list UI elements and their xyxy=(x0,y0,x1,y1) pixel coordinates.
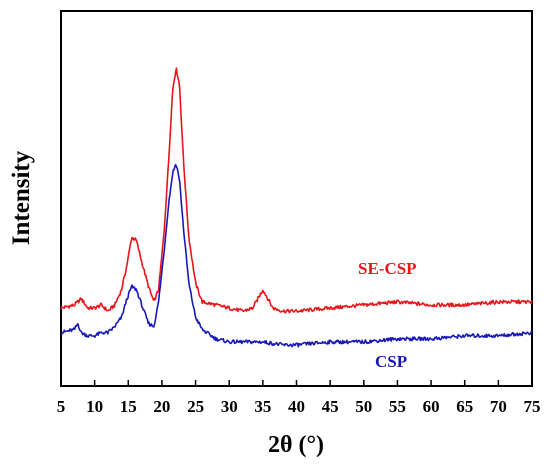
x-tick-label: 30 xyxy=(221,397,238,416)
x-tick-label: 45 xyxy=(322,397,339,416)
x-tick-label: 55 xyxy=(389,397,406,416)
plot-frame xyxy=(60,10,533,387)
series-label-csp: CSP xyxy=(375,352,407,371)
x-tick-label: 75 xyxy=(524,397,541,416)
series-line-csp xyxy=(60,163,533,348)
x-tick-label: 10 xyxy=(86,397,103,416)
x-tick-label: 40 xyxy=(288,397,305,416)
x-tick-label: 70 xyxy=(490,397,507,416)
x-axis-title: 2θ (°) xyxy=(268,432,324,458)
x-tick-label: 65 xyxy=(456,397,473,416)
series-line-se-csp xyxy=(60,67,533,314)
x-tick-label: 20 xyxy=(153,397,170,416)
x-tick-label: 35 xyxy=(254,397,271,416)
x-tick-label: 60 xyxy=(423,397,440,416)
x-axis: 5 10 15 20 25 30 35 40 45 50 55 60 65 70 75 xyxy=(57,380,541,416)
x-tick-label: 15 xyxy=(120,397,137,416)
series-layer xyxy=(60,67,533,348)
x-tick-label: 5 xyxy=(57,397,66,416)
y-axis-title: Intensity xyxy=(8,150,35,245)
x-tick-label: 50 xyxy=(355,397,372,416)
x-tick-label: 25 xyxy=(187,397,204,416)
series-label-se-csp: SE-CSP xyxy=(358,259,417,278)
